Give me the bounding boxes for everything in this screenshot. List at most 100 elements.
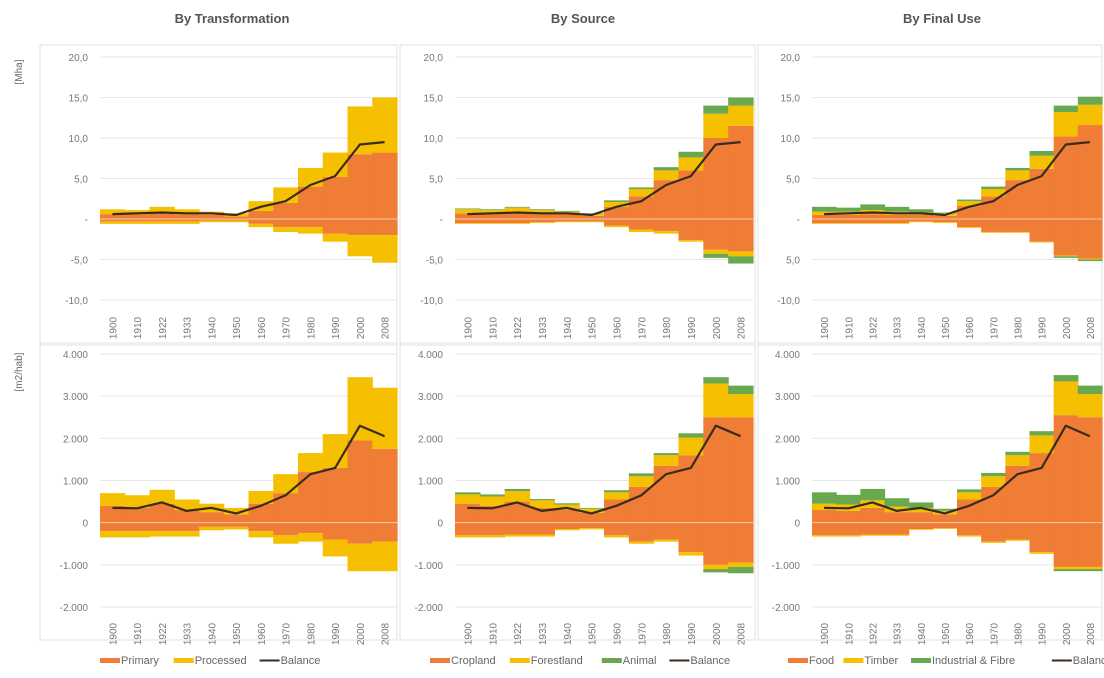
area-segment-animal [504,206,531,208]
area-segment-cropland [479,219,506,224]
area-segment-processed [273,535,299,544]
x-tick-label: 2008 [1086,622,1097,645]
area-segment-primary [100,522,126,532]
area-segment-processed [149,489,175,504]
area-segment-food [884,214,910,219]
area-segment-cropland [604,219,630,226]
area-segment-forestland [703,249,729,254]
area-segment-processed [199,526,225,531]
y-tick-label: 5,0 [429,175,443,186]
area-segment-timber [1005,231,1031,233]
area-segment-timber [957,492,982,500]
area-segment-animal [728,97,754,106]
area-segment-animal [504,488,531,492]
x-tick-label: 1990 [687,316,698,339]
area-segment-timber [836,223,861,224]
area-segment-primary [100,505,126,523]
chart-panel: 20,0 15,0 10,0 5,0 - 5,0 -10,0 1900 1910 1922 1933… [777,53,1103,339]
area-segment-industrial-fibre [1029,431,1055,436]
area-segment-processed [174,209,200,215]
x-tick-label: 1922 [868,316,879,339]
area-segment-primary [124,522,151,532]
area-segment-timber [1077,104,1103,126]
area-segment-food [884,219,910,224]
area-segment-forestland [479,496,506,506]
y-tick-label: 2.000 [418,434,443,445]
legend-label: Forestland [531,655,583,667]
x-tick-label: 1970 [637,316,648,339]
y-tick-label: 3.000 [418,392,443,403]
x-tick-label: 2000 [712,316,723,339]
area-segment-timber [957,535,982,537]
x-tick-label: 1940 [207,316,218,339]
area-segment-primary [273,493,299,523]
legend-swatch [430,658,450,663]
area-segment-food [957,219,982,228]
x-tick-label: 2000 [356,622,367,645]
area-segment-cropland [554,522,580,529]
y-tick-label: 20,0 [781,53,801,64]
area-segment-timber [1005,539,1031,541]
y-tick-label: 0 [82,519,88,530]
area-segment-primary [273,219,299,228]
area-segment-timber [812,535,837,537]
x-tick-label: 1910 [133,622,144,645]
area-segment-forestland [678,437,704,456]
area-segment-primary [199,522,225,527]
area-segment-cropland [455,219,481,224]
area-segment-timber [1077,394,1103,418]
area-segment-food [1053,219,1079,256]
y-tick-label: 5,0 [786,256,800,267]
legend: Primary Processed Balance [100,655,320,667]
y-tick-label: - [440,215,443,226]
area-segment-primary [248,219,274,224]
x-tick-label: 1940 [207,622,218,645]
area-segment-timber [957,227,982,228]
area-segment-cropland [579,512,605,523]
area-segment-industrial-fibre [932,212,958,214]
area-segment-processed [100,221,126,224]
area-segment-primary [223,514,250,523]
legend-label: Animal [623,655,657,667]
area-segment-cropland [504,522,531,535]
y-tick-label: -1.000 [415,561,444,572]
area-segment-animal [529,499,555,501]
area-segment-forestland [604,492,630,500]
x-tick-label: 1960 [257,622,268,645]
y-tick-label: -5,0 [71,256,89,267]
y-tick-label: -2.000 [60,603,89,614]
area-segment-cropland [455,503,481,523]
x-tick-label: 1910 [488,316,499,339]
area-segment-cropland [579,215,605,219]
x-tick-label: 1922 [158,622,169,645]
area-segment-timber [884,506,910,513]
y-tick-label: 20,0 [424,53,444,64]
area-segment-forestland [628,229,655,232]
area-segment-timber [932,528,958,529]
chart-panel: 20,0 15,0 10,0 5,0 - -5,0 -10,0 1900 1910 1922 193… [65,53,398,339]
area-segment-timber [1077,566,1103,570]
x-tick-label: 1980 [662,316,673,339]
area-segment-animal [604,200,630,202]
y-tick-label: 4.000 [63,350,88,361]
x-tick-label: 1990 [331,622,342,645]
area-segment-animal [604,490,630,493]
area-segment-food [932,215,958,219]
area-segment-animal [678,433,704,438]
area-segment-processed [149,531,175,537]
area-segment-processed [322,233,349,242]
x-tick-label: 1960 [612,622,623,645]
x-tick-label: 1933 [538,316,549,339]
area-segment-processed [372,97,398,153]
area-segment-primary [174,214,200,219]
area-segment-primary [347,154,373,219]
x-tick-label: 1980 [306,316,317,339]
x-tick-label: 1990 [1038,622,1049,645]
y-tick-label: 15,0 [424,94,444,105]
x-tick-label: 1950 [232,622,243,645]
area-segment-timber [1029,552,1055,554]
area-segment-cropland [554,510,580,523]
area-segment-primary [100,214,126,219]
x-tick-label: 2008 [381,622,392,645]
